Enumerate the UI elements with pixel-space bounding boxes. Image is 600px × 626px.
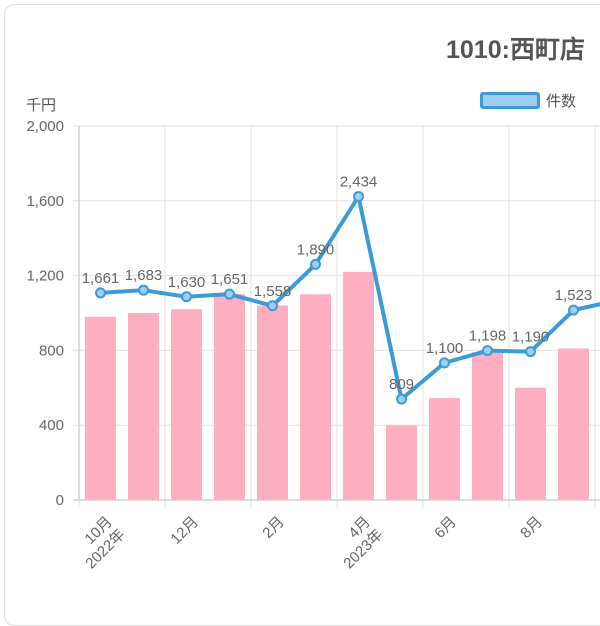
bar [128,313,159,500]
line-point [526,347,535,356]
line-point [225,290,234,299]
data-label: 1,523 [555,287,593,304]
data-label: 809 [389,376,414,393]
line-point [139,286,148,295]
x-tick-label-line: 12月 [167,513,201,547]
data-label: 1,100 [426,340,464,357]
data-label: 1,683 [125,267,163,284]
x-tick-label-line: 8月 [517,513,546,542]
line-point [182,292,191,301]
data-label: 1,630 [168,274,206,291]
x-tick-label: 8月 [517,513,546,542]
x-tick-label-line: 2月 [259,513,288,542]
y-tick-label: 1,200 [26,268,64,285]
x-tick-label: 10月2022年 [70,513,129,572]
data-label: 1,198 [469,328,507,345]
y-tick-label: 2,000 [26,118,64,135]
bar [558,349,589,500]
bar [472,352,503,500]
line-point [569,306,578,315]
bar [386,425,417,500]
data-label: 1,661 [82,270,120,287]
x-tick-label: 4月2023年 [328,513,387,572]
data-label: 1,651 [211,271,249,288]
chart-svg: 0 400 800 1,200 1,600 2,000 1,661 1,683 1,630 1,6… [0,0,600,600]
y-tick-label: 0 [56,492,64,509]
line-point [354,192,363,201]
bar [343,272,374,500]
line-point [96,288,105,297]
bar [429,398,460,500]
bar [171,309,202,500]
line-point [397,395,406,404]
x-tick-label: 12月 [167,513,201,547]
bar [515,388,546,500]
bar [85,317,116,500]
bar [300,294,331,500]
line-point [311,260,320,269]
line-point [440,358,449,367]
y-tick-label: 1,600 [26,193,64,210]
data-label: 1,190 [512,329,550,346]
data-label: 1,558 [254,283,292,300]
line-point [483,346,492,355]
bar [214,294,245,500]
data-label: 2,434 [340,174,378,191]
x-tick-label: 2月 [259,513,288,542]
x-tick-label: 6月 [431,513,460,542]
bar [257,306,288,500]
y-tick-label: 400 [39,417,64,434]
y-tick-label: 800 [39,342,64,359]
data-label: 1,890 [297,241,335,258]
line-point [268,301,277,310]
x-tick-label-line: 6月 [431,513,460,542]
